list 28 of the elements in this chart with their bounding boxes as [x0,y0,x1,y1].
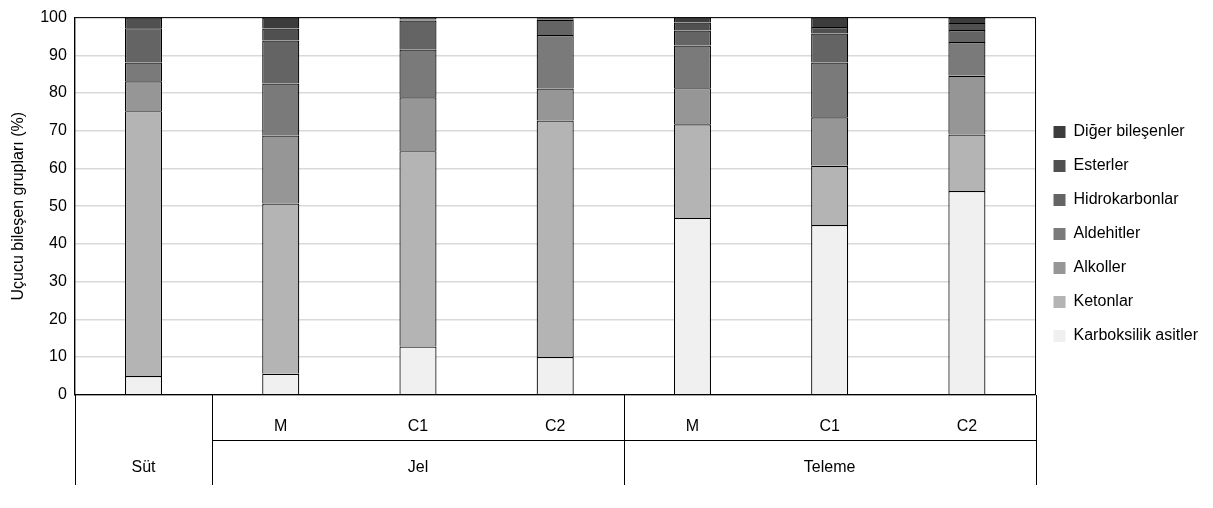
legend-label: Karboksilik asitler [1073,326,1199,344]
y-tick-label: 50 [49,196,67,214]
text: Teleme [803,457,856,476]
y-tick-label: 80 [49,83,67,101]
legend-label: Hidrokarbonlar [1073,190,1180,208]
y-tick-label: 70 [49,121,67,139]
x-tick-label: C2 [956,416,978,434]
y-tick-label: 10 [49,347,67,365]
x-tick-label: C2 [544,416,566,434]
y-tick-label: 60 [49,158,67,176]
legend-label: Alkoller [1073,258,1127,276]
y-tick-label: 30 [49,272,67,290]
legend-label: Ketonlar [1073,292,1134,310]
y-tick-label: 40 [49,234,67,252]
text: Jel [407,457,429,476]
text: Süt [131,457,156,476]
x-tick-label: C1 [819,416,840,434]
x-tick-label: C1 [407,416,429,434]
x-tick-label: M [274,416,288,434]
legend-label: Aldehitler [1073,224,1141,242]
y-axis-title: Uçucu bileşen grupları (%) [9,111,27,301]
legend-label: Diğer bileşenler [1073,122,1186,140]
y-tick-label: 90 [49,45,67,63]
y-tick-label: 100 [40,8,67,26]
y-tick-label: 20 [49,309,67,327]
legend-label: Esterler [1073,156,1130,174]
x-tick-label: M [685,416,700,434]
y-tick-label: 0 [57,385,67,403]
